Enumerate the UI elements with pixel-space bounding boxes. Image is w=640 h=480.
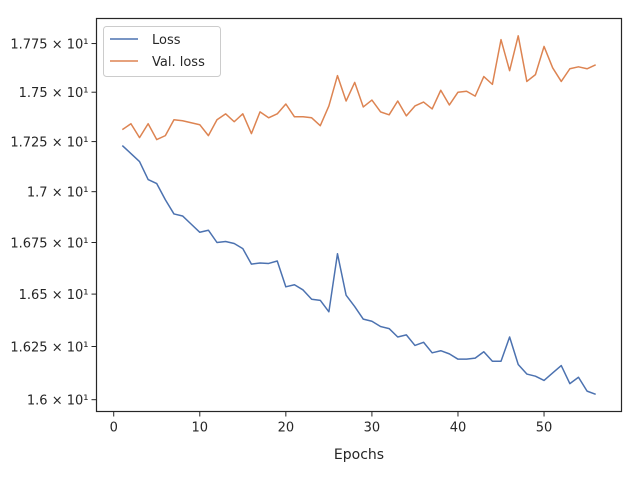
legend: Loss Val. loss	[103, 26, 221, 77]
y-tick-label: 1.7 × 10¹	[27, 186, 89, 201]
y-tick-label: 1.675 × 10¹	[10, 237, 88, 252]
legend-label-val-loss: Val. loss	[152, 55, 205, 70]
series-line-val-loss	[121, 35, 596, 141]
y-tick-label: 1.65 × 10¹	[19, 288, 89, 303]
x-tick-label: 0	[110, 421, 118, 436]
y-tick-label: 1.725 × 10¹	[10, 136, 88, 151]
x-axis-label: Epochs	[334, 447, 384, 463]
x-tick-label: 40	[450, 421, 467, 436]
x-tick-label: 10	[192, 421, 209, 436]
x-axis-ticks: 0 10 20 30 40 50	[110, 411, 553, 436]
x-tick-label: 20	[278, 421, 295, 436]
plot-frame	[95, 17, 623, 413]
series-layer	[121, 35, 596, 396]
y-axis-ticks: 1.6 × 10¹ 1.625 × 10¹ 1.65 × 10¹ 1.675 × 10…	[10, 38, 97, 409]
y-tick-label: 1.625 × 10¹	[10, 340, 88, 355]
y-tick-label: 1.775 × 10¹	[10, 38, 88, 53]
y-tick-label: 1.6 × 10¹	[27, 394, 89, 409]
legend-label-loss: Loss	[152, 33, 181, 48]
x-tick-label: 30	[364, 421, 381, 436]
y-tick-label: 1.75 × 10¹	[19, 86, 89, 101]
series-line-loss	[121, 145, 596, 396]
x-tick-label: 50	[536, 421, 553, 436]
